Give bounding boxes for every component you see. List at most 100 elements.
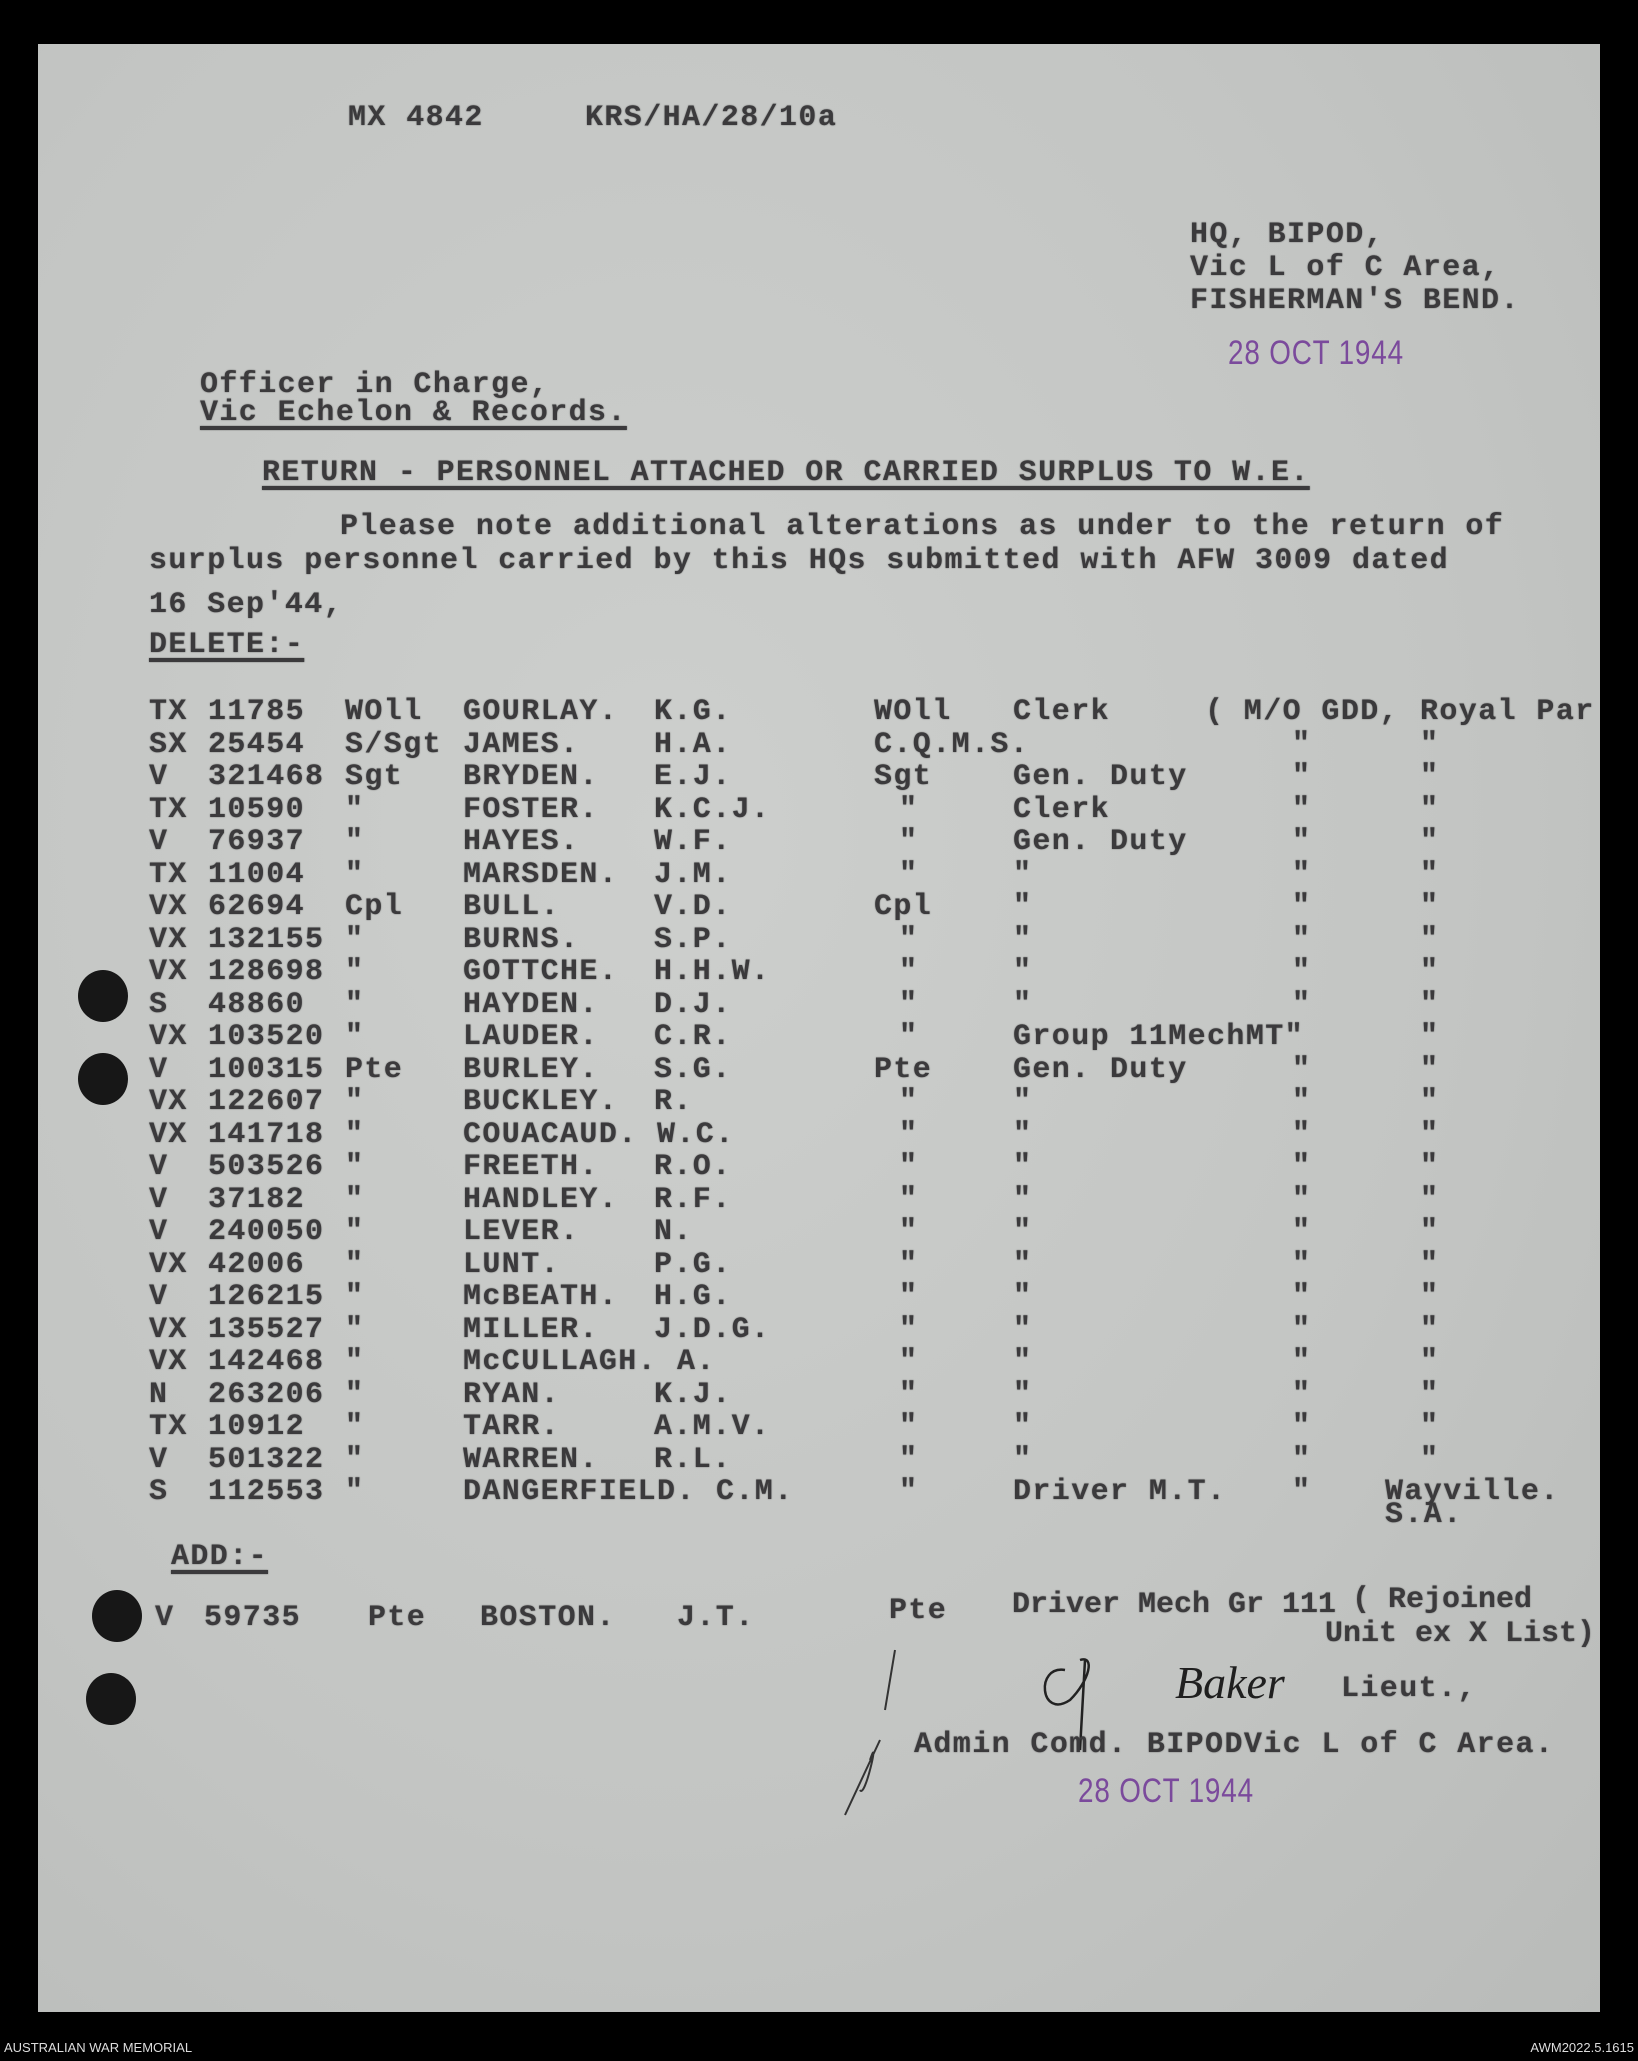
location: " (1292, 1280, 1312, 1314)
service-prefix: TX (149, 1410, 188, 1444)
surname: BOSTON. (480, 1601, 616, 1635)
service-prefix: TX (149, 695, 188, 729)
appointment-rank: " (899, 1442, 919, 1477)
initials: W.C. (657, 1117, 735, 1152)
location: " (1292, 890, 1312, 924)
location-detail: " (1420, 1442, 1440, 1477)
document-page (38, 44, 1600, 2012)
location-detail: " (1420, 1312, 1440, 1347)
surname: FREETH. (463, 1150, 599, 1184)
surname: FOSTER. (463, 792, 599, 827)
rank: " (345, 1345, 365, 1379)
appointment-rank: " (899, 857, 919, 892)
note-line-2: Unit ex X List) (1325, 1617, 1596, 1651)
service-prefix: V (149, 760, 169, 794)
appointment-rank: " (899, 1182, 919, 1217)
initials: S.G. (654, 1052, 732, 1087)
duty: " (1013, 1377, 1033, 1412)
appointment-rank: Pte (874, 1052, 933, 1087)
punch-hole (78, 1053, 128, 1105)
rank: " (345, 1410, 365, 1444)
location: " (1292, 792, 1312, 827)
duty: " (1013, 955, 1033, 989)
service-prefix: S (149, 987, 169, 1022)
service-prefix: VX (149, 1117, 188, 1152)
duty: Gen. Duty (1013, 825, 1188, 859)
service-prefix: S (149, 1475, 169, 1509)
body-line-2: surplus personnel carried by this HQs su… (149, 544, 1449, 578)
subject-heading: RETURN - PERSONNEL ATTACHED OR CARRIED S… (262, 456, 1310, 490)
appointment-rank: " (899, 1312, 919, 1347)
service-number: 103520 (208, 1020, 325, 1054)
service-number: 10912 (208, 1410, 306, 1444)
duty: Gen. Duty (1013, 1052, 1188, 1087)
duty: " (1013, 1442, 1033, 1477)
footer-reference: AWM2022.5.1615 (1530, 2040, 1634, 2055)
service-prefix: V (149, 1215, 169, 1249)
service-number: 122607 (208, 1085, 325, 1119)
location-detail: " (1420, 1117, 1440, 1152)
rank: " (345, 955, 365, 989)
location-detail: " (1420, 955, 1440, 989)
punch-hole (92, 1590, 142, 1642)
initials: D.J. (654, 987, 732, 1022)
file-ref-left: MX 4842 (348, 101, 484, 135)
location-detail: " (1420, 1150, 1440, 1184)
location: " (1292, 922, 1312, 957)
rank: " (345, 825, 365, 859)
location: " (1292, 1117, 1312, 1152)
location-detail: " (1420, 1410, 1440, 1444)
location-detail: " (1420, 1052, 1440, 1087)
duty: " (1013, 1150, 1033, 1184)
location-detail: " (1420, 1020, 1440, 1054)
location-detail: " (1420, 792, 1440, 827)
duty: " (1013, 1410, 1033, 1444)
duty: " (1013, 1182, 1033, 1217)
surname: LAUDER. (463, 1020, 599, 1054)
date-stamp: 28 OCT 1944 (1228, 334, 1404, 372)
rank: " (345, 1020, 365, 1054)
location: " (1292, 1182, 1312, 1217)
service-number: 142468 (208, 1345, 325, 1379)
appointment-rank: " (899, 922, 919, 957)
service-prefix: VX (149, 1247, 188, 1282)
service-number: 11004 (208, 857, 306, 892)
surname: McBEATH. (463, 1280, 619, 1314)
service-prefix: VX (149, 1020, 188, 1054)
sender-line-1: HQ, BIPOD, (1190, 218, 1385, 252)
initials: R.L. (654, 1442, 732, 1477)
location-detail: " (1420, 825, 1440, 859)
duty: Clerk (1013, 695, 1111, 729)
duty: Gen. Duty (1013, 760, 1188, 794)
duty: Group 11MechMT" (1013, 1020, 1305, 1054)
service-prefix: TX (149, 857, 188, 892)
service-prefix: V (149, 1182, 169, 1217)
service-number: 62694 (208, 890, 306, 924)
add-label: ADD:- (171, 1540, 269, 1574)
service-number: 42006 (208, 1247, 306, 1282)
appointment-rank: WOll (874, 695, 952, 729)
surname: LUNT. (463, 1247, 561, 1282)
initials: N. (654, 1215, 693, 1249)
appointment-rank: " (899, 1475, 919, 1509)
appointment-rank: " (899, 987, 919, 1022)
service-prefix: SX (149, 727, 188, 762)
initials: J.D.G. (654, 1312, 771, 1347)
surname: RYAN. (463, 1377, 561, 1412)
service-number: 100315 (208, 1052, 325, 1087)
recipient-line-1: Officer in Charge, (200, 368, 550, 402)
signatory-position: Admin Comd. BIPODVic L of C Area. (914, 1728, 1555, 1762)
initials: A. (677, 1345, 716, 1379)
location-detail: " (1420, 1377, 1440, 1412)
duty: " (1013, 1247, 1033, 1282)
duty: " (1013, 1312, 1033, 1347)
location: " (1292, 1475, 1312, 1509)
appointment-rank: " (899, 1345, 919, 1379)
location-detail: " (1420, 727, 1440, 762)
service-number: 128698 (208, 955, 325, 989)
initials: J.M. (654, 857, 732, 892)
location: " (1292, 987, 1312, 1022)
footer-institution: AUSTRALIAN WAR MEMORIAL (4, 2040, 193, 2055)
service-number: 141718 (208, 1117, 325, 1152)
duty: " (1013, 1117, 1033, 1152)
